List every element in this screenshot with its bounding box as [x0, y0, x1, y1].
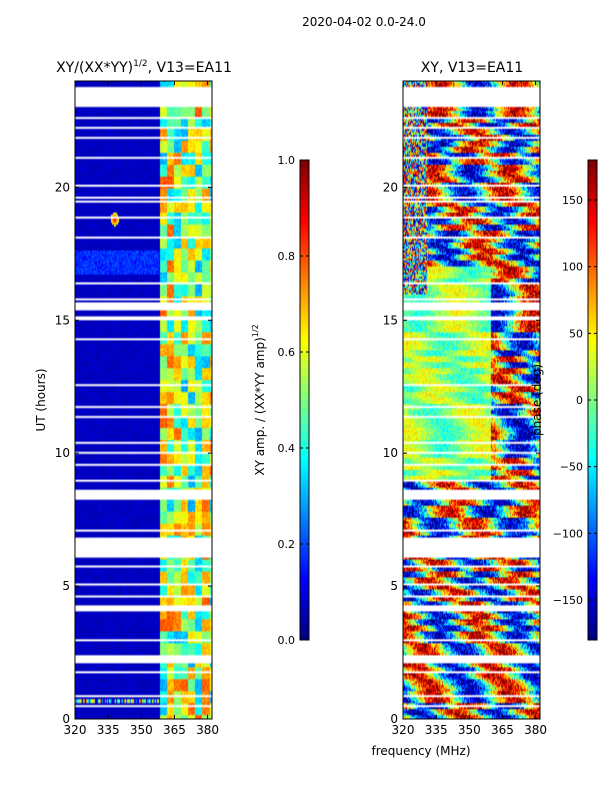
x-tick-label: 350: [130, 723, 153, 737]
phase-title: XY, V13=EA11: [421, 60, 523, 76]
amplitude-colorbar-label: XY amp. / (XX*YY amp)1/2: [251, 324, 267, 475]
phase-colorbar-gradient: [588, 160, 597, 640]
x-tick-label: 335: [425, 723, 448, 737]
phase-colorbar: −150 −100 −50 0 50 100 150 phase (deg): [530, 159, 598, 641]
colorbar-tick-label: 100: [562, 261, 583, 274]
amplitude-heatmap: [75, 81, 212, 719]
colorbar-tick-label: 0.6: [278, 346, 296, 359]
amplitude-title: XY/(XX*YY)1/2, V13=EA11: [56, 59, 232, 76]
y-tick-label: 5: [62, 579, 70, 593]
colorbar-tick-label: 0.2: [278, 538, 296, 551]
colorbar-tick-label: 0.4: [278, 442, 296, 455]
phase-ticks: 320 335 350 365 380 0 5 10 15 20: [383, 81, 547, 737]
colorbar-tick-label: 0: [576, 394, 583, 407]
amplitude-axes-frame: [74, 80, 213, 720]
x-tick-label: 380: [196, 723, 219, 737]
x-tick-label: 320: [392, 723, 415, 737]
x-tick-label: 380: [524, 723, 547, 737]
y-tick-label: 0: [62, 712, 70, 726]
phase-colorbar-label: phase (deg): [530, 364, 544, 436]
amplitude-colorbar-frame: [299, 159, 310, 641]
amplitude-colorbar-gradient: [300, 160, 309, 640]
x-tick-label: 365: [163, 723, 186, 737]
phase-heatmap: [403, 81, 540, 719]
colorbar-tick-label: −50: [560, 461, 583, 474]
y-tick-label: 10: [383, 446, 398, 460]
y-tick-label: 0: [390, 712, 398, 726]
colorbar-tick-label: 0.8: [278, 250, 296, 263]
colorbar-tick-label: −150: [553, 594, 583, 607]
colorbar-tick-label: 50: [569, 327, 583, 340]
amplitude-colorbar-ticks: 0.0 0.2 0.4 0.6 0.8 1.0: [278, 154, 309, 647]
amplitude-panel: XY/(XX*YY)1/2, V13=EA11 320 335 350 365 380 0…: [34, 59, 232, 737]
y-tick-label: 10: [55, 446, 70, 460]
y-tick-label: 20: [383, 180, 398, 194]
x-tick-label: 320: [64, 723, 87, 737]
phase-axes-frame: [402, 80, 541, 720]
x-tick-label: 350: [458, 723, 481, 737]
amplitude-ticks: 320 335 350 365 380 0 5 10 15 20: [55, 81, 219, 737]
phase-colorbar-ticks: −150 −100 −50 0 50 100 150: [553, 194, 597, 607]
y-tick-label: 15: [383, 313, 398, 327]
figure-title: 2020-04-02 0.0-24.0: [302, 15, 426, 29]
colorbar-tick-label: 150: [562, 194, 583, 207]
x-tick-label: 365: [491, 723, 514, 737]
amplitude-ylabel: UT (hours): [34, 368, 48, 431]
y-tick-label: 15: [55, 313, 70, 327]
phase-panel: XY, V13=EA11 320 335 350 365 380 0 5 10 15 20: [383, 60, 547, 737]
colorbar-tick-label: −100: [553, 527, 583, 540]
x-tick-label: 335: [97, 723, 120, 737]
colorbar-tick-label: 1.0: [278, 154, 296, 167]
colorbar-tick-label: 0.0: [278, 634, 296, 647]
y-tick-label: 5: [390, 579, 398, 593]
amplitude-colorbar: 0.0 0.2 0.4 0.6 0.8 1.0 XY amp. / (XX*YY amp)…: [251, 154, 310, 647]
y-tick-label: 20: [55, 180, 70, 194]
xlabel: frequency (MHz): [371, 744, 470, 758]
